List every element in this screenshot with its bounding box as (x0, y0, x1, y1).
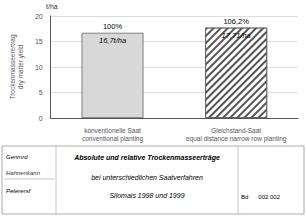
svg-text:Bd 002 002: Bd 002 002 (241, 194, 281, 200)
svg-text:20: 20 (35, 13, 43, 20)
svg-text:15: 15 (35, 38, 43, 45)
svg-text:5: 5 (39, 89, 43, 96)
svg-text:17,71/ha: 17,71/ha (222, 31, 251, 40)
svg-text:Trockenmasseerertrag: Trockenmasseerertrag (9, 34, 17, 100)
svg-text:conventional planting: conventional planting (82, 135, 143, 143)
svg-text:equal distance narrow row plan: equal distance narrow row planting (186, 135, 287, 143)
svg-text:bei unterschiedlichen Saatverf: bei unterschiedlichen Saatverfahren (91, 174, 203, 181)
svg-text:t/ha: t/ha (46, 3, 58, 10)
svg-text:0: 0 (39, 115, 43, 122)
svg-text:Hahnenkann: Hahnenkann (6, 170, 41, 176)
svg-text:16,7t/ha: 16,7t/ha (99, 36, 126, 45)
svg-text:10: 10 (35, 64, 43, 71)
svg-text:dry matter yield: dry matter yield (17, 44, 25, 89)
svg-text:106,2%: 106,2% (223, 17, 249, 26)
svg-text:Gleichstand-Saat: Gleichstand-Saat (211, 127, 261, 134)
svg-text:Silomais 1998 und 1999: Silomais 1998 und 1999 (109, 192, 184, 199)
svg-text:100%: 100% (103, 22, 123, 31)
svg-text:Genmrd: Genmrd (6, 154, 28, 160)
svg-text:konventionelle Saat: konventionelle Saat (84, 127, 141, 134)
svg-text:Absolute und relative Trockenm: Absolute und relative Trockenmasseerträg… (73, 154, 220, 162)
svg-text:Peterersf: Peterersf (6, 188, 32, 194)
